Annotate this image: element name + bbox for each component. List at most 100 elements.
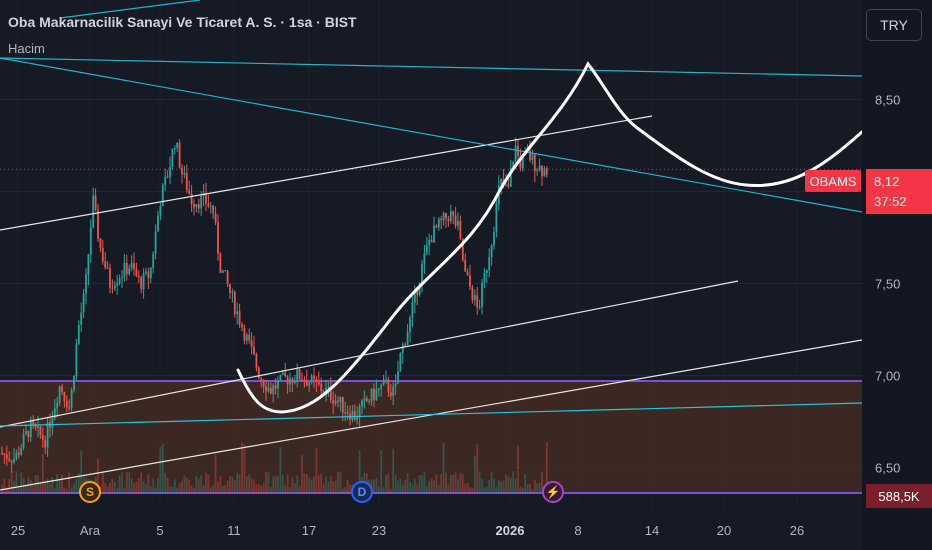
candle-body	[406, 331, 409, 346]
candle-body	[53, 408, 56, 419]
candle-body	[82, 293, 85, 313]
candle-body	[214, 213, 217, 223]
volume-bar	[421, 475, 423, 493]
zone-fill	[0, 381, 862, 493]
volume-bar	[113, 481, 116, 493]
candle-body	[46, 422, 49, 448]
candle-body	[358, 406, 361, 418]
candle-body	[519, 155, 522, 169]
volume-bar	[49, 484, 51, 493]
volume-bar	[502, 480, 505, 493]
volume-bar	[68, 472, 71, 493]
volume-bar	[305, 474, 308, 493]
candle-body	[286, 376, 289, 385]
candle-body	[279, 374, 282, 381]
volume-bar	[337, 472, 339, 493]
candle-body	[133, 263, 135, 269]
candle-body	[505, 184, 507, 186]
volume-bar	[101, 472, 104, 493]
candle-body	[327, 386, 330, 388]
volume-bar	[545, 442, 548, 493]
volume-bar	[483, 487, 486, 493]
split-event-icon[interactable]: S	[79, 481, 101, 503]
trend-line	[0, 57, 863, 77]
candle-body	[529, 150, 531, 161]
x-tick-label: 5	[156, 523, 163, 538]
volume-bar	[490, 472, 493, 493]
volume-bar	[161, 443, 164, 493]
candle-body	[154, 231, 157, 254]
candle-body	[128, 268, 131, 275]
volume-bar	[476, 444, 479, 493]
candle-body	[346, 412, 349, 415]
volume-bar	[298, 485, 301, 493]
candle-body	[80, 312, 83, 325]
volume-bar	[514, 478, 517, 493]
volume-bar	[317, 475, 320, 493]
volume-bar	[75, 479, 78, 493]
candle-body	[34, 424, 37, 428]
candle-body	[284, 372, 287, 377]
candle-body	[157, 215, 159, 232]
volume-bar	[70, 487, 73, 493]
volume-bar	[315, 447, 318, 493]
candle-body	[41, 435, 44, 440]
volume-bar	[231, 477, 234, 493]
candle-body	[27, 431, 30, 438]
indicator-label[interactable]: Hacim	[8, 41, 45, 56]
volume-bar	[464, 484, 467, 493]
volume-bar	[392, 448, 395, 493]
volume-bar	[135, 481, 138, 493]
candle-body	[387, 379, 390, 393]
volume-bar	[104, 482, 107, 493]
candle-body	[509, 168, 512, 187]
candle-body	[197, 204, 200, 209]
candle-body	[10, 460, 13, 463]
volume-bar	[197, 479, 200, 493]
price-axis[interactable]: 8,508,007,507,006,50	[862, 0, 932, 550]
volume-bar	[277, 475, 279, 493]
candle-body	[380, 384, 383, 389]
volume-bar	[46, 478, 49, 493]
volume-bar	[397, 480, 399, 493]
candle-body	[231, 291, 234, 293]
volume-bar	[77, 472, 80, 493]
volume-bar	[536, 483, 539, 493]
volume-bar	[509, 477, 512, 493]
volume-bar	[97, 458, 99, 493]
candle-body	[404, 344, 407, 346]
time-axis[interactable]: 25 Ara 5 11 17 23 2026 8 14 20 26	[0, 512, 862, 550]
volume-bar	[413, 478, 416, 493]
candle-body	[454, 215, 457, 226]
earnings-event-icon[interactable]: ⚡	[542, 481, 564, 503]
candle-body	[313, 375, 315, 380]
x-tick-label: 17	[302, 523, 316, 538]
dividend-event-icon[interactable]: D	[351, 481, 373, 503]
candle-body	[337, 400, 339, 402]
volume-bar	[176, 487, 179, 493]
x-tick-label: 26	[790, 523, 804, 538]
candle-body	[368, 401, 371, 403]
volume-bar	[394, 475, 397, 493]
candle-body	[89, 227, 92, 255]
volume-bar	[224, 484, 227, 493]
x-tick-label: 20	[717, 523, 731, 538]
volume-bar	[3, 478, 6, 493]
volume-bar	[389, 488, 392, 493]
candle-body	[320, 384, 323, 392]
volume-bar	[377, 486, 380, 493]
candle-body	[176, 142, 179, 149]
candle-body	[245, 334, 248, 341]
candle-body	[322, 391, 325, 394]
candle-body	[440, 218, 443, 221]
candle-body	[250, 340, 253, 347]
candle-body	[3, 453, 6, 455]
volume-bar	[428, 480, 431, 493]
currency-button[interactable]: TRY	[866, 9, 922, 41]
volume-tag: 588,5K	[866, 484, 932, 508]
volume-bar	[51, 477, 54, 493]
candle-body	[289, 378, 291, 385]
candle-body	[70, 390, 73, 408]
volume-bar	[106, 486, 109, 493]
